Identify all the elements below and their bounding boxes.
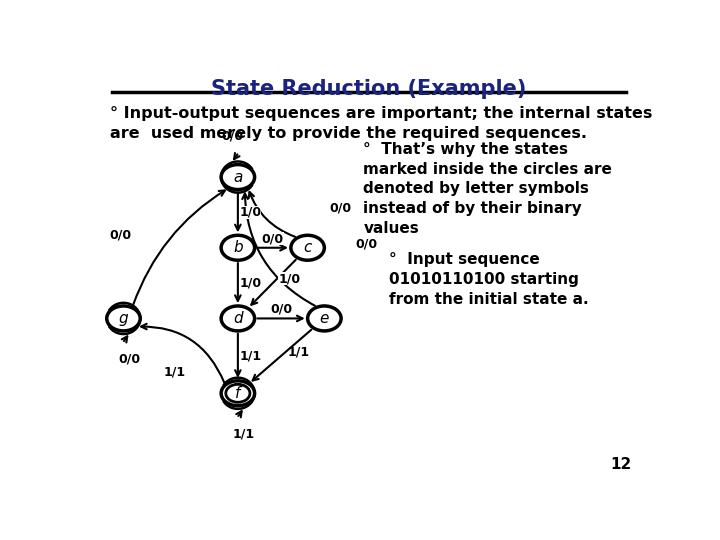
Text: 0/0: 0/0 — [109, 229, 132, 242]
Text: 1/1: 1/1 — [164, 365, 186, 378]
Text: c: c — [303, 240, 312, 255]
Text: b: b — [233, 240, 243, 255]
Text: a: a — [233, 170, 243, 185]
Text: d: d — [233, 311, 243, 326]
Circle shape — [107, 306, 140, 331]
Text: 0/0: 0/0 — [221, 130, 243, 143]
Text: 0/0: 0/0 — [270, 303, 292, 316]
Circle shape — [221, 381, 255, 406]
Circle shape — [221, 306, 255, 331]
Text: °  That’s why the states
marked inside the circles are
denoted by letter symbols: ° That’s why the states marked inside th… — [364, 141, 612, 236]
Text: e: e — [320, 311, 329, 326]
Text: 1/0: 1/0 — [239, 276, 261, 289]
Text: 0/0: 0/0 — [329, 202, 351, 215]
Text: 0/0: 0/0 — [118, 353, 140, 366]
Circle shape — [221, 165, 255, 190]
Text: State Reduction (Example): State Reduction (Example) — [211, 79, 527, 99]
Text: g: g — [119, 311, 128, 326]
Text: 1/0: 1/0 — [239, 206, 261, 219]
Circle shape — [307, 306, 341, 331]
Text: 1/1: 1/1 — [233, 427, 254, 441]
Text: 0/0: 0/0 — [261, 232, 284, 245]
Circle shape — [221, 235, 255, 260]
Text: f: f — [235, 386, 240, 401]
Text: ° Input-output sequences are important; the internal states
are  used merely to : ° Input-output sequences are important; … — [109, 106, 652, 141]
Text: 0/0: 0/0 — [355, 237, 377, 250]
Text: 1/1: 1/1 — [239, 349, 261, 362]
Text: 1/0: 1/0 — [279, 273, 300, 286]
Circle shape — [291, 235, 324, 260]
Text: °  Input sequence
01010110100 starting
from the initial state a.: ° Input sequence 01010110100 starting fr… — [389, 252, 588, 307]
Text: 12: 12 — [610, 457, 631, 472]
Text: 1/1: 1/1 — [288, 345, 310, 358]
